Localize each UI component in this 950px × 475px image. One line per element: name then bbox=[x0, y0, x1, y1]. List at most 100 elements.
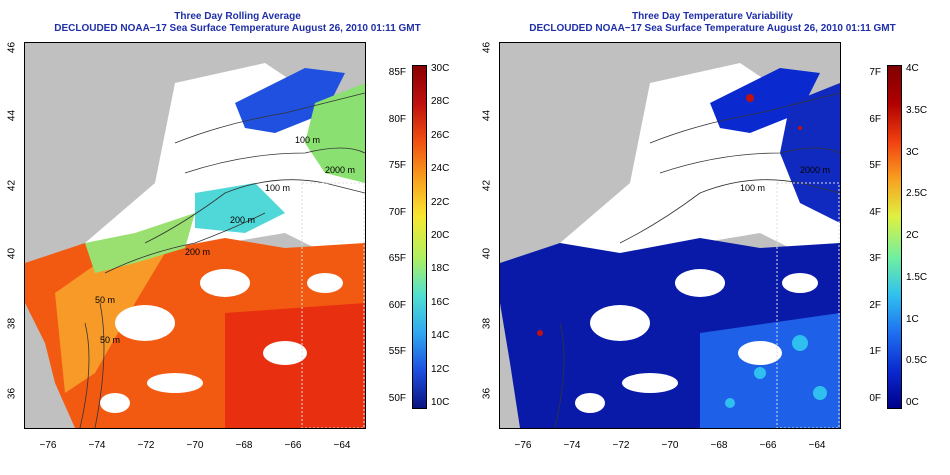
colorbar-tick-label: 16C bbox=[431, 296, 450, 308]
x-tick-label: −68 bbox=[235, 440, 253, 451]
ne-variability bbox=[780, 83, 840, 223]
contour-label: 100 m bbox=[295, 135, 320, 145]
left-map-graphic: 100 m 100 m 200 m 200 m 2000 m 50 m 50 m bbox=[25, 63, 365, 428]
colorbar-tick-label: 12C bbox=[431, 363, 450, 375]
colorbar-tick-label: 7F bbox=[869, 67, 881, 78]
x-tick-label: −72 bbox=[137, 440, 155, 451]
contour-labels: 100 m 100 m 200 m 200 m 2000 m 50 m 50 m bbox=[95, 135, 355, 345]
colorbar-tick-label: 2F bbox=[869, 299, 881, 311]
right-subtitle: DECLOUDED NOAA−17 Sea Surface Temperatur… bbox=[529, 23, 896, 34]
colorbar-tick-label: 60F bbox=[388, 299, 406, 311]
contour-label: 200 m bbox=[230, 215, 255, 225]
y-tick-label: 38 bbox=[481, 317, 493, 330]
contour-label: 50 m bbox=[100, 335, 120, 345]
y-tick-label: 40 bbox=[481, 247, 493, 260]
cold-gulf bbox=[235, 68, 345, 133]
colorbar-tick-label: 24C bbox=[431, 163, 450, 175]
left-colorbar bbox=[412, 65, 427, 409]
contour-labels: 100 m 2000 m bbox=[740, 165, 830, 193]
colorbar-tick-label: 1F bbox=[869, 346, 881, 358]
colorbar-tick-label: 2.5C bbox=[906, 188, 928, 200]
variability-speckles bbox=[725, 335, 827, 408]
depth-contours bbox=[554, 92, 840, 428]
x-tick-label: −66 bbox=[759, 440, 777, 451]
colorbar-tick-label: 26C bbox=[431, 129, 450, 141]
left-map-panel: Three Day Rolling Average DECLOUDED NOAA… bbox=[6, 11, 450, 451]
y-tick-label: 36 bbox=[6, 387, 18, 400]
colorbar-tick-label: 80F bbox=[388, 113, 406, 125]
colorbar-tick-label: 20C bbox=[431, 230, 450, 241]
colorbar-tick-label: 18C bbox=[431, 263, 450, 275]
y-tick-label: 46 bbox=[6, 41, 18, 54]
shelf-water bbox=[55, 253, 165, 393]
right-map-graphic: 100 m 2000 m bbox=[500, 63, 840, 428]
y-tick-label: 44 bbox=[481, 109, 493, 122]
colorbar-tick-label: 70F bbox=[388, 206, 406, 218]
colorbar-tick-label: 5F bbox=[869, 160, 881, 172]
x-tick-label: −76 bbox=[39, 440, 57, 451]
colorbar-tick-label: 10C bbox=[431, 397, 450, 408]
colorbar-tick-label: 55F bbox=[388, 346, 406, 358]
grid-box bbox=[301, 182, 365, 428]
mid-variability bbox=[700, 313, 840, 428]
x-tick-label: −68 bbox=[710, 440, 728, 451]
cool-ne bbox=[305, 83, 365, 183]
cool-shelf bbox=[85, 213, 195, 273]
x-tick-label: −70 bbox=[186, 440, 204, 451]
contour-label: 2000 m bbox=[325, 165, 355, 175]
colorbar-tick-label: 0F bbox=[869, 393, 881, 404]
hot-water bbox=[225, 303, 365, 428]
colorbar-tick-label: 22C bbox=[431, 196, 450, 208]
right-colorbar bbox=[887, 65, 902, 409]
right-map-panel: Three Day Temperature Variability DECLOU… bbox=[475, 0, 950, 475]
colorbar-tick-label: 2C bbox=[906, 230, 919, 241]
colorbar-tick-label: 1.5C bbox=[906, 271, 928, 283]
y-tick-label: 38 bbox=[6, 317, 18, 330]
colorbar-tick-label: 6F bbox=[869, 113, 881, 125]
contour-label: 100 m bbox=[740, 183, 765, 193]
y-tick-label: 42 bbox=[6, 179, 18, 192]
cloud-patches bbox=[100, 269, 343, 413]
colorbar-tick-label: 3F bbox=[869, 253, 881, 265]
colorbar-tick-label: 50F bbox=[388, 393, 406, 404]
colorbar-tick-label: 4F bbox=[869, 206, 881, 218]
x-tick-label: −64 bbox=[808, 440, 826, 451]
mid-cyan bbox=[195, 183, 285, 233]
y-tick-label: 46 bbox=[481, 41, 493, 54]
colorbar-tick-label: 85F bbox=[388, 67, 406, 78]
colorbar-tick-label: 65F bbox=[388, 253, 406, 265]
contour-label: 2000 m bbox=[800, 165, 830, 175]
y-tick-label: 40 bbox=[6, 247, 18, 260]
x-tick-label: −72 bbox=[612, 440, 630, 451]
left-title: Three Day Rolling Average bbox=[174, 11, 301, 22]
colorbar-tick-label: 30C bbox=[431, 63, 450, 74]
contour-label: 100 m bbox=[265, 183, 290, 193]
depth-contours bbox=[79, 92, 365, 428]
gulf-variability bbox=[710, 68, 820, 133]
x-tick-label: −66 bbox=[284, 440, 302, 451]
colorbar-tick-label: 75F bbox=[388, 160, 406, 172]
x-tick-label: −74 bbox=[88, 440, 106, 451]
right-map: 100 m 2000 m bbox=[499, 42, 841, 429]
x-tick-label: −74 bbox=[563, 440, 581, 451]
colorbar-tick-label: 1C bbox=[906, 313, 919, 325]
x-tick-label: −70 bbox=[661, 440, 679, 451]
right-title: Three Day Temperature Variability bbox=[632, 11, 793, 22]
x-tick-label: −76 bbox=[514, 440, 532, 451]
contour-label: 50 m bbox=[95, 295, 115, 305]
colorbar-tick-label: 3.5C bbox=[906, 104, 928, 116]
colorbar-tick-label: 14C bbox=[431, 330, 450, 342]
cloud-patches bbox=[575, 269, 818, 413]
colorbar-tick-label: 4C bbox=[906, 63, 919, 74]
left-map: 100 m 100 m 200 m 200 m 2000 m 50 m 50 m bbox=[24, 42, 366, 429]
hot-spots bbox=[537, 94, 802, 336]
colorbar-tick-label: 28C bbox=[431, 96, 450, 108]
colorbar-tick-label: 0C bbox=[906, 397, 919, 408]
y-tick-label: 36 bbox=[481, 387, 493, 400]
grid-box bbox=[776, 182, 840, 428]
y-tick-label: 44 bbox=[6, 109, 18, 122]
x-tick-label: −64 bbox=[333, 440, 351, 451]
left-subtitle: DECLOUDED NOAA−17 Sea Surface Temperatur… bbox=[54, 23, 421, 34]
y-tick-label: 42 bbox=[481, 179, 493, 192]
colorbar-tick-label: 0.5C bbox=[906, 355, 928, 367]
